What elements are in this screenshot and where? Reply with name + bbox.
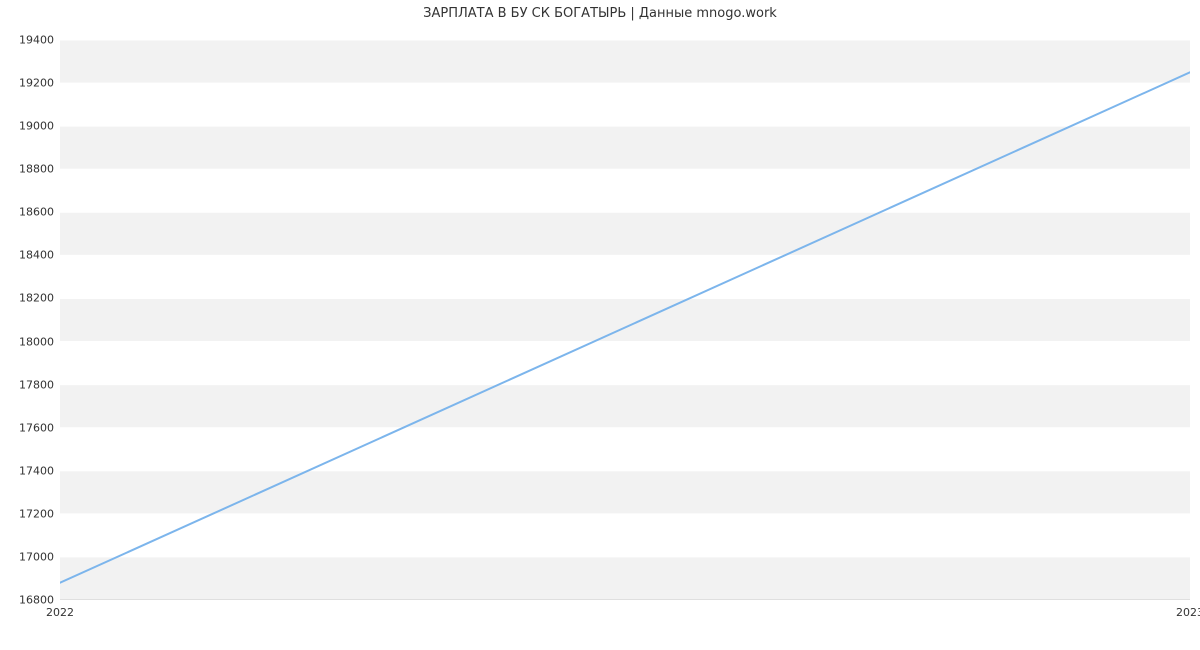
- x-tick-label: 2022: [46, 606, 74, 619]
- y-tick-label: 17200: [19, 507, 54, 520]
- y-tick-label: 17400: [19, 464, 54, 477]
- y-tick-label: 17600: [19, 421, 54, 434]
- y-tick-label: 19400: [19, 34, 54, 47]
- x-tick-label: 2023: [1176, 606, 1200, 619]
- salary-line-chart: ЗАРПЛАТА В БУ СК БОГАТЫРЬ | Данные mnogo…: [0, 0, 1200, 650]
- y-tick-label: 17800: [19, 378, 54, 391]
- y-tick-label: 18400: [19, 249, 54, 262]
- y-tick-label: 19000: [19, 120, 54, 133]
- plot-area: 1680017000172001740017600178001800018200…: [60, 40, 1190, 600]
- y-tick-label: 19200: [19, 77, 54, 90]
- y-tick-label: 18000: [19, 335, 54, 348]
- y-tick-label: 16800: [19, 594, 54, 607]
- plot-svg: [60, 40, 1190, 600]
- y-tick-label: 18800: [19, 163, 54, 176]
- y-tick-label: 18200: [19, 292, 54, 305]
- y-tick-label: 17000: [19, 550, 54, 563]
- y-tick-label: 18600: [19, 206, 54, 219]
- chart-title: ЗАРПЛАТА В БУ СК БОГАТЫРЬ | Данные mnogo…: [0, 6, 1200, 21]
